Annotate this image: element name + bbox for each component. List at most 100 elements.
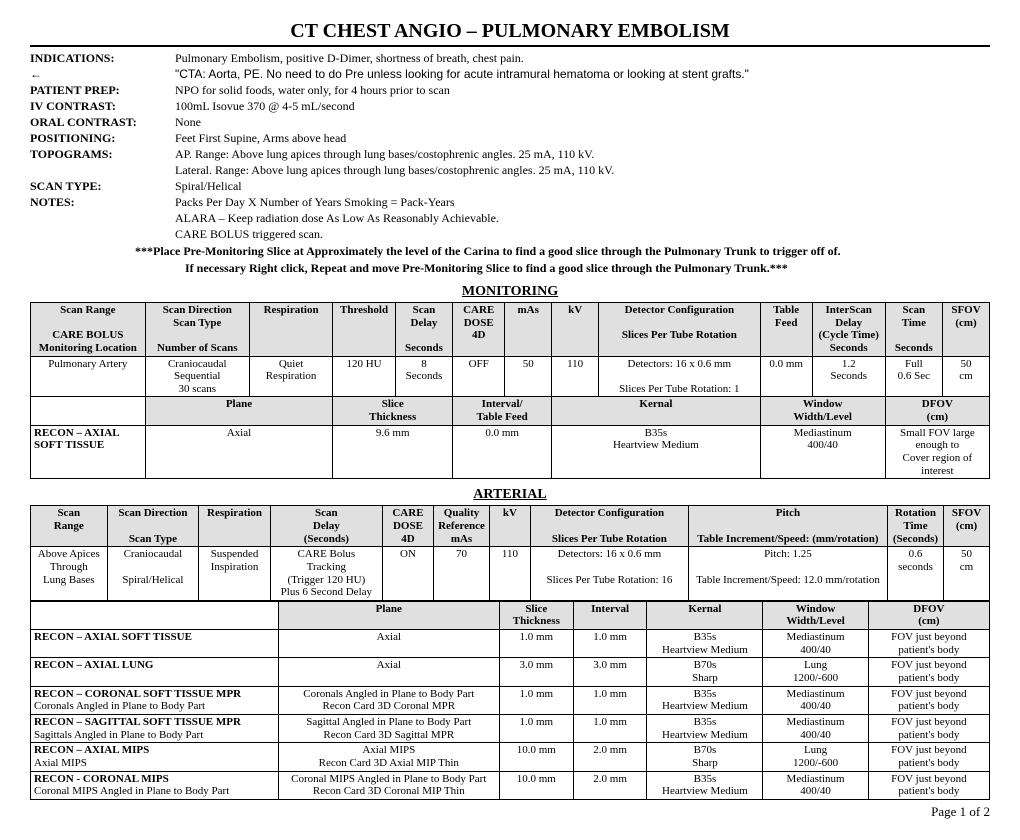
prep-row: PATIENT PREP: NPO for solid foods, water… (30, 83, 990, 98)
th: Kernal (552, 397, 760, 425)
td: Detectors: 16 x 0.6 mmSlices Per Tube Ro… (599, 356, 761, 397)
td: Lung1200/-600 (763, 743, 868, 771)
th: Plane (278, 601, 499, 629)
td: 1.0 mm (573, 714, 647, 742)
prep-label: PATIENT PREP: (30, 83, 175, 98)
th: Interval/Table Feed (453, 397, 552, 425)
th: Detector ConfigurationSlices Per Tube Ro… (530, 506, 688, 547)
th: RotationTime(Seconds) (887, 506, 943, 547)
td: RECON – AXIAL SOFT TISSUE (31, 425, 146, 479)
td: 120 HU (333, 356, 396, 397)
td: Coronals Angled in Plane to Body PartRec… (278, 686, 499, 714)
quote-row: ← "CTA: Aorta, PE. No need to do Pre unl… (30, 67, 990, 82)
td: ON (382, 547, 433, 601)
td: 2.0 mm (573, 771, 647, 799)
td: 3.0 mm (573, 658, 647, 686)
notes-label: NOTES: (30, 195, 175, 210)
oral-row: ORAL CONTRAST: None (30, 115, 990, 130)
td: 110 (552, 356, 599, 397)
th: CAREDOSE4D (453, 303, 505, 357)
arterial-recon-table: Plane SliceThickness Interval Kernal Win… (30, 601, 990, 800)
td: SuspendedInspiration (199, 547, 270, 601)
table-row: RECON - CORONAL MIPSCoronal MIPS Angled … (31, 771, 990, 799)
th: SFOV(cm) (943, 303, 990, 357)
table-row: RECON – CORONAL SOFT TISSUE MPRCoronals … (31, 686, 990, 714)
topo-text1: AP. Range: Above lung apices through lun… (175, 147, 990, 162)
scantype-row: SCAN TYPE: Spiral/Helical (30, 179, 990, 194)
th: DFOV(cm) (885, 397, 989, 425)
topo-row2: Lateral. Range: Above lung apices throug… (30, 163, 990, 178)
th: Respiration (199, 506, 270, 547)
th: PitchTable Increment/Speed: (mm/rotation… (688, 506, 887, 547)
th: Interval (573, 601, 647, 629)
iv-row: IV CONTRAST: 100mL Isovue 370 @ 4-5 mL/s… (30, 99, 990, 114)
td: RECON – CORONAL SOFT TISSUE MPRCoronals … (31, 686, 279, 714)
notes-row: NOTES: Packs Per Day X Number of Years S… (30, 195, 990, 210)
table-row: RECON – SAGITTAL SOFT TISSUE MPRSagittal… (31, 714, 990, 742)
td: Mediastinum400/40 (763, 630, 868, 658)
td: 8Seconds (395, 356, 452, 397)
arterial-heading: ARTERIAL (30, 487, 990, 503)
td: 0.6seconds (887, 547, 943, 601)
td: 50cm (943, 356, 990, 397)
td: Axial (145, 425, 333, 479)
notes-text1: Packs Per Day X Number of Years Smoking … (175, 195, 990, 210)
td: 9.6 mm (333, 425, 453, 479)
td: RECON - CORONAL MIPSCoronal MIPS Angled … (31, 771, 279, 799)
indications-text: Pulmonary Embolism, positive D-Dimer, sh… (175, 51, 990, 66)
th: TableFeed (760, 303, 812, 357)
td: Sagittal Angled in Plane to Body PartRec… (278, 714, 499, 742)
td: Mediastinum400/40 (763, 686, 868, 714)
table-row: ScanRange Scan DirectionScan Type Respir… (31, 506, 990, 547)
td: B35sHeartview Medium (647, 686, 763, 714)
td: Axial (278, 630, 499, 658)
th: kV (552, 303, 599, 357)
table-row: RECON – AXIAL LUNGAxial3.0 mm3.0 mmB70sS… (31, 658, 990, 686)
td: 0.0 mm (760, 356, 812, 397)
td: 70 (433, 547, 489, 601)
scantype-text: Spiral/Helical (175, 179, 990, 194)
td: 50 (505, 356, 552, 397)
th: WindowWidth/Level (763, 601, 868, 629)
th: DFOV(cm) (868, 601, 989, 629)
monitoring-heading: MONITORING (30, 284, 990, 300)
monitoring-table: Scan RangeCARE BOLUSMonitoring Location … (30, 302, 990, 479)
td: Small FOV large enough toCover region of… (885, 425, 989, 479)
th: Threshold (333, 303, 396, 357)
notes-row3: CARE BOLUS triggered scan. (30, 227, 990, 242)
th: Plane (145, 397, 333, 425)
th: WindowWidth/Level (760, 397, 885, 425)
th (31, 397, 146, 425)
td: B35sHeartview Medium (647, 630, 763, 658)
th: QualityReferencemAs (433, 506, 489, 547)
td: 1.0 mm (573, 686, 647, 714)
td: 50cm (944, 547, 990, 601)
notes-row2: ALARA – Keep radiation dose As Low As Re… (30, 211, 990, 226)
th: SFOV(cm) (944, 506, 990, 547)
td: B35sHeartview Medium (647, 714, 763, 742)
td: FOV just beyondpatient's body (868, 630, 989, 658)
quote-text: "CTA: Aorta, PE. No need to do Pre unles… (175, 67, 990, 82)
table-row: Plane SliceThickness Interval Kernal Win… (31, 601, 990, 629)
td: CraniocaudalSequential30 scans (145, 356, 249, 397)
td: Axial MIPSRecon Card 3D Axial MIP Thin (278, 743, 499, 771)
td: 1.0 mm (499, 630, 573, 658)
td: FOV just beyondpatient's body (868, 686, 989, 714)
notes-text2: ALARA – Keep radiation dose As Low As Re… (175, 211, 990, 226)
td: FOV just beyondpatient's body (868, 743, 989, 771)
td: Lung1200/-600 (763, 658, 868, 686)
td: 10.0 mm (499, 743, 573, 771)
th: Scan RangeCARE BOLUSMonitoring Location (31, 303, 146, 357)
arterial-table: ScanRange Scan DirectionScan Type Respir… (30, 505, 990, 600)
th: Scan DirectionScan TypeNumber of Scans (145, 303, 249, 357)
table-row: Plane SliceThickness Interval/Table Feed… (31, 397, 990, 425)
table-row: RECON – AXIAL MIPSAxial MIPSAxial MIPSRe… (31, 743, 990, 771)
td: 110 (490, 547, 531, 601)
td: RECON – SAGITTAL SOFT TISSUE MPRSagittal… (31, 714, 279, 742)
page-title: CT CHEST ANGIO – PULMONARY EMBOLISM (30, 20, 990, 43)
pos-text: Feet First Supine, Arms above head (175, 131, 990, 146)
table-row: Scan RangeCARE BOLUSMonitoring Location … (31, 303, 990, 357)
td: FOV just beyondpatient's body (868, 771, 989, 799)
table-row: Above ApicesThroughLung Bases Craniocaud… (31, 547, 990, 601)
arrow: ← (30, 67, 175, 82)
